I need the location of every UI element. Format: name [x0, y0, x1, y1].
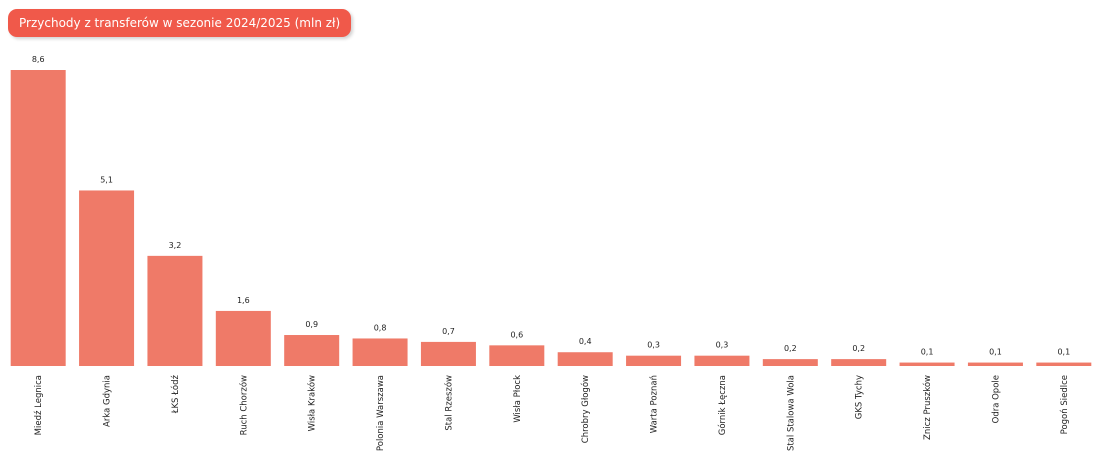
value-label: 0,3 — [647, 341, 660, 350]
x-tick-label: Wisła Płock — [513, 375, 523, 423]
x-tick-label: Miedź Legnica — [34, 375, 44, 435]
value-label: 0,6 — [510, 330, 523, 339]
bar — [10, 70, 66, 366]
value-label: 0,4 — [579, 337, 592, 346]
value-label: 0,3 — [716, 341, 729, 350]
value-label: 5,1 — [100, 175, 113, 184]
value-label: 0,9 — [305, 320, 318, 329]
value-label: 0,1 — [921, 348, 934, 357]
x-tick-label: Ruch Chorzów — [238, 375, 249, 435]
value-label: 0,8 — [374, 323, 387, 332]
x-tick-label: GKS Tychy — [855, 375, 865, 419]
value-label: 0,1 — [1057, 348, 1070, 357]
bar — [147, 255, 203, 366]
bar — [694, 355, 750, 366]
bar — [1036, 362, 1092, 366]
bar — [79, 190, 135, 366]
chart-title: Przychody z transferów w sezonie 2024/20… — [8, 9, 352, 37]
bar — [284, 335, 340, 366]
value-label: 0,2 — [784, 344, 797, 353]
x-tick-label: Stal Rzeszów — [443, 375, 454, 431]
value-label: 0,2 — [852, 344, 865, 353]
bar — [215, 310, 271, 366]
x-tick-label: Odra Opole — [991, 375, 1001, 423]
x-tick-label: Górnik Łęczna — [717, 375, 728, 435]
bar — [967, 362, 1023, 366]
bar — [420, 341, 476, 366]
bar — [489, 345, 545, 366]
value-label: 1,6 — [237, 296, 250, 305]
x-tick-label: Chrobry Głogów — [580, 375, 591, 443]
value-label: 0,7 — [442, 327, 455, 336]
value-label: 8,6 — [32, 55, 45, 64]
x-tick-label: Wisła Kraków — [307, 375, 318, 431]
value-label: 3,2 — [169, 241, 182, 250]
x-tick-label: ŁKS Łódź — [170, 374, 181, 414]
x-tick-label: Arka Gdynia — [103, 375, 113, 427]
x-tick-label: Pogoń Siedlce — [1060, 375, 1070, 434]
x-tick-label: Znicz Pruszków — [922, 375, 933, 440]
bar — [831, 359, 887, 366]
bar — [352, 338, 408, 366]
value-label: 0,1 — [989, 348, 1002, 357]
bar — [899, 362, 955, 366]
bar — [626, 355, 682, 366]
x-tick-label: Stal Stalowa Wola — [786, 375, 796, 451]
x-tick-label: Polonia Warszawa — [376, 375, 386, 451]
bar — [762, 359, 818, 366]
x-tick-label: Warta Poznań — [650, 375, 660, 433]
bar — [557, 352, 613, 366]
